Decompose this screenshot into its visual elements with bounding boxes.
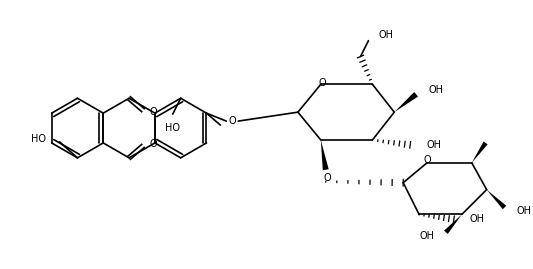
- Text: O: O: [149, 107, 157, 117]
- Polygon shape: [472, 141, 488, 163]
- Text: OH: OH: [428, 85, 443, 95]
- Polygon shape: [487, 190, 506, 209]
- Text: O: O: [149, 139, 157, 149]
- Polygon shape: [444, 214, 462, 234]
- Text: O: O: [319, 78, 327, 88]
- Text: HO: HO: [31, 134, 46, 144]
- Text: OH: OH: [419, 231, 434, 241]
- Polygon shape: [321, 140, 329, 170]
- Text: OH: OH: [378, 30, 393, 40]
- Text: HO: HO: [165, 123, 180, 133]
- Text: O: O: [229, 116, 236, 126]
- Text: OH: OH: [470, 214, 484, 224]
- Text: OH: OH: [516, 207, 531, 217]
- Polygon shape: [394, 92, 418, 112]
- Text: O: O: [324, 173, 332, 183]
- Text: OH: OH: [426, 140, 441, 150]
- Text: O: O: [423, 155, 431, 165]
